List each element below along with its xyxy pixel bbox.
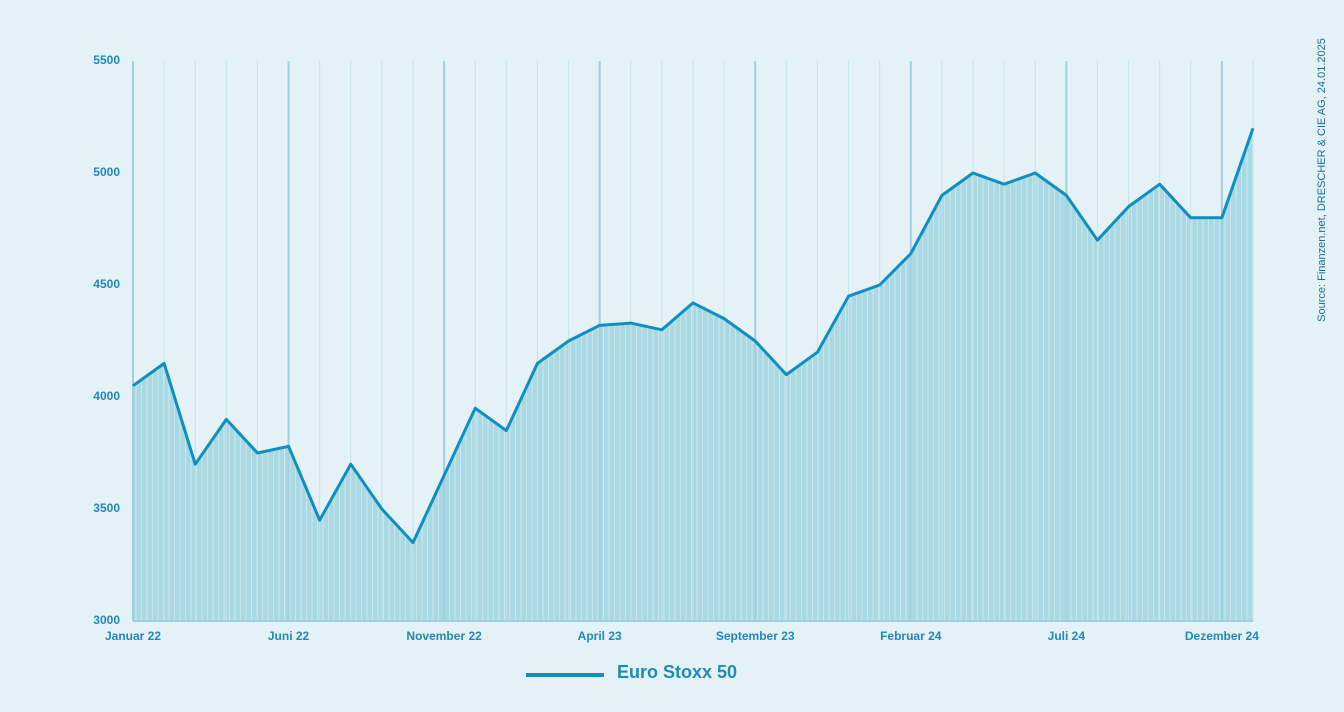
x-tick-label: September 23: [716, 629, 795, 643]
legend-label: Euro Stoxx 50: [617, 662, 737, 682]
y-tick-label: 3000: [93, 613, 120, 627]
x-tick-label: Februar 24: [880, 629, 942, 643]
y-tick-label: 3500: [93, 501, 120, 515]
x-tick-label: November 22: [406, 629, 482, 643]
x-tick-label: Dezember 24: [1185, 629, 1259, 643]
y-tick-label: 4000: [93, 389, 120, 403]
y-tick-label: 5000: [93, 165, 120, 179]
y-tick-label: 5500: [93, 53, 120, 67]
x-tick-label: April 23: [578, 629, 622, 643]
y-tick-label: 4500: [93, 277, 120, 291]
x-tick-label: Januar 22: [105, 629, 161, 643]
line: [132, 127, 1255, 545]
x-tick-label: Juni 22: [268, 629, 310, 643]
source: Source: Finanzen.net, DRESCHER & CIE AG,…: [1316, 38, 1328, 322]
x-tick-label: Juli 24: [1048, 629, 1086, 643]
